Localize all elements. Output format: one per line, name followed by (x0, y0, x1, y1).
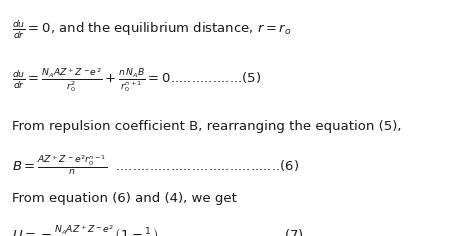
Text: $U = -\frac{N_A AZ^+Z^-e^2}{r_o}\left(1 - \frac{1}{n}\right)$  .................: $U = -\frac{N_A AZ^+Z^-e^2}{r_o}\left(1 … (12, 223, 304, 236)
Text: From repulsion coefficient B, rearranging the equation (5),: From repulsion coefficient B, rearrangin… (12, 120, 401, 133)
Text: $\frac{du}{dr} = 0$, and the equilibrium distance, $r = r_o$: $\frac{du}{dr} = 0$, and the equilibrium… (12, 19, 292, 41)
Text: $B = \frac{AZ^+Z^-e^2 r_0^{n-1}}{n}$  .......................................(6): $B = \frac{AZ^+Z^-e^2 r_0^{n-1}}{n}$ ...… (12, 153, 299, 177)
Text: $\frac{du}{dr} = \frac{N_A AZ^+Z^-e^2}{r_0^2} + \frac{n\, N_A B}{r_0^{n+1}} = 0$: $\frac{du}{dr} = \frac{N_A AZ^+Z^-e^2}{r… (12, 66, 261, 94)
Text: From equation (6) and (4), we get: From equation (6) and (4), we get (12, 192, 237, 205)
